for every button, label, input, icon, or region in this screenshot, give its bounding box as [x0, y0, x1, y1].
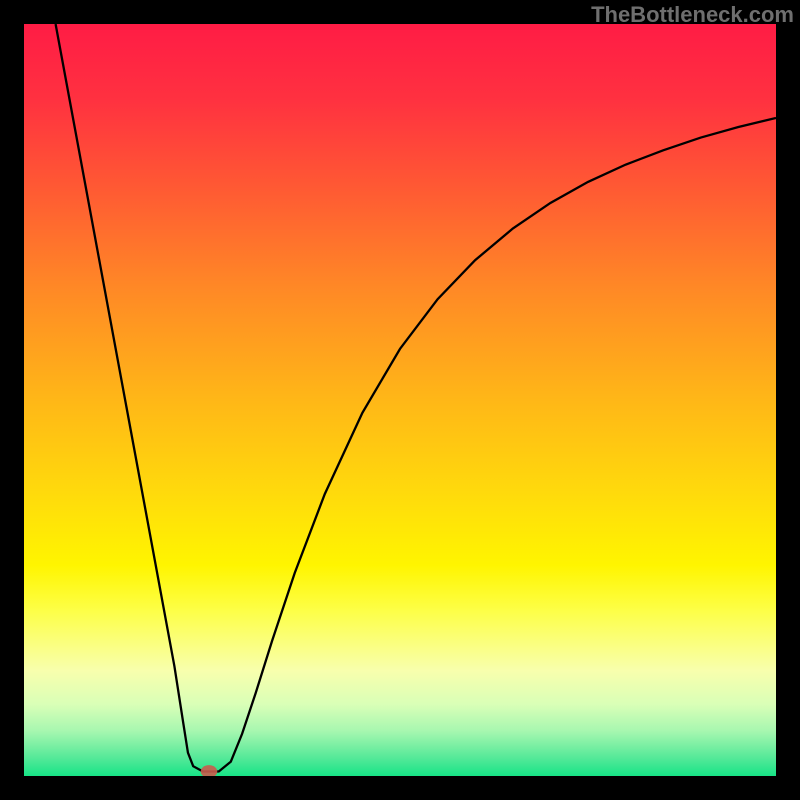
- plot-area: [24, 24, 776, 776]
- gradient-background: [24, 24, 776, 776]
- watermark-text: TheBottleneck.com: [591, 2, 794, 28]
- chart-svg: [24, 24, 776, 776]
- chart-frame: TheBottleneck.com: [0, 0, 800, 800]
